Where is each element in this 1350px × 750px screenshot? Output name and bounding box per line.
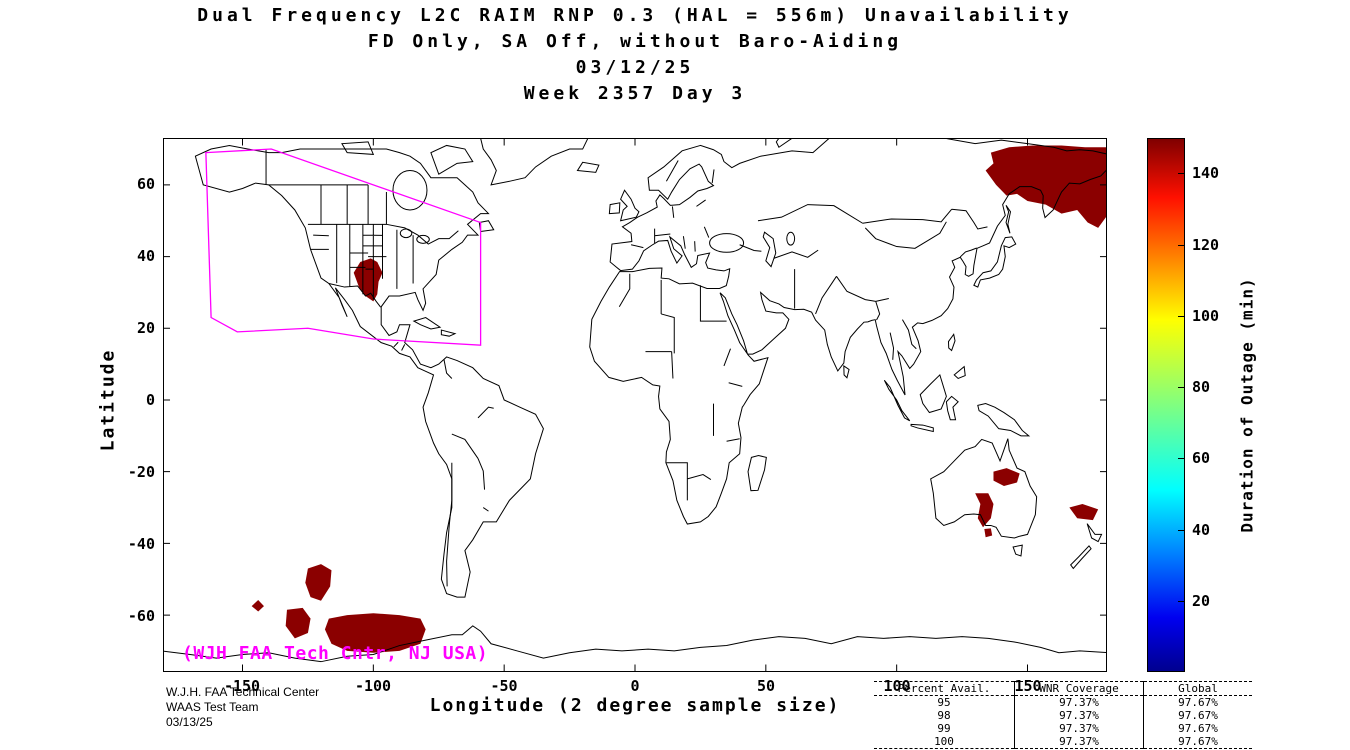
stats-cell: 97.67% — [1143, 709, 1252, 722]
title-line-1: Dual Frequency L2C RAIM RNP 0.3 (HAL = 5… — [197, 5, 1073, 26]
ytick-label-0: 60 — [136, 175, 155, 193]
colorbar-tickmark-120 — [1178, 245, 1184, 246]
asia-borders — [740, 205, 988, 360]
outage-region-south-pacific-c — [324, 613, 426, 653]
stats-cell: 97.67% — [1143, 695, 1252, 709]
xtick-label-4: 50 — [756, 677, 776, 695]
stats-header-wnr-coverage: WNR Coverage — [1014, 681, 1144, 696]
ytick-label-4: -20 — [127, 463, 155, 481]
north-america-borders — [266, 150, 458, 351]
colorbar — [1147, 138, 1185, 672]
colorbar-tickmark-80 — [1178, 387, 1184, 388]
xtick-label-3: 0 — [630, 677, 640, 695]
ytick-label-2: 20 — [136, 319, 155, 337]
colorbar-label: Duration of Outage (min) — [1237, 277, 1257, 533]
figure-title: Dual Frequency L2C RAIM RNP 0.3 (HAL = 5… — [40, 3, 1230, 107]
outage-region-us-southern-plains — [353, 258, 383, 302]
colorbar-tick-label-5: 40 — [1192, 521, 1211, 539]
outage-region-south-pacific-a — [305, 564, 332, 601]
stats-cell: 97.37% — [1014, 735, 1144, 749]
outage-regions-layer — [251, 145, 1106, 653]
stats-cell: 97.67% — [1143, 735, 1252, 749]
map-watermark: (WJH FAA Tech Cntr, NJ USA) — [182, 643, 489, 664]
stats-cell: 99 — [937, 722, 951, 735]
stats-header-global: Global — [1143, 681, 1252, 696]
stats-cell: 100 — [934, 735, 954, 748]
ytick-label-6: -60 — [127, 607, 155, 625]
colorbar-tick-label-3: 80 — [1192, 378, 1211, 396]
colorbar-tickmark-140 — [1178, 173, 1184, 174]
stats-cell: 98 — [937, 709, 951, 722]
footer-line-3: 03/13/25 — [166, 715, 213, 729]
outage-region-australia-south-small — [984, 528, 993, 538]
xtick-label-1: -100 — [354, 677, 392, 695]
stats-cell: 97.37% — [1014, 695, 1144, 709]
table-row: 95 97.37% 97.67% — [874, 695, 1252, 709]
xtick-label-2: -50 — [490, 677, 518, 695]
table-row: 100 97.37% 97.67% — [874, 735, 1252, 749]
title-line-2: FD Only, SA Off, without Baro-Aiding — [367, 31, 903, 52]
stats-cell: 97.37% — [1014, 709, 1144, 722]
stats-cell: 97.37% — [1014, 722, 1144, 735]
world-map-svg — [164, 139, 1106, 671]
table-row: 99 97.37% 97.67% — [874, 722, 1252, 735]
colorbar-tick-label-6: 20 — [1192, 592, 1211, 610]
xtick-label-0: -150 — [223, 677, 261, 695]
country-borders — [266, 150, 987, 587]
outage-region-north-of-new-zealand — [1069, 503, 1099, 521]
footer-credits: W.J.H. FAA Technical Center WAAS Test Te… — [166, 685, 319, 730]
footer-line-2: WAAS Test Team — [166, 700, 259, 714]
outage-region-australia-queensland — [993, 468, 1020, 487]
colorbar-tick-label-1: 120 — [1192, 236, 1220, 254]
stats-cell: 97.67% — [1143, 722, 1252, 735]
waas-coverage-boundary — [206, 149, 481, 345]
colorbar-tickmark-60 — [1178, 458, 1184, 459]
colorbar-tickmark-20 — [1178, 601, 1184, 602]
outage-region-south-pacific-b — [285, 607, 311, 639]
x-axis-label: Longitude (2 degree sample size) — [429, 695, 841, 716]
outage-region-south-pacific-d — [251, 600, 264, 612]
stats-header-percent-avail: Percent Avail. — [874, 681, 1015, 696]
title-line-3: 03/12/25 — [575, 57, 695, 78]
table-row: 98 97.37% 97.67% — [874, 709, 1252, 722]
ytick-label-1: 40 — [136, 247, 155, 265]
colorbar-tick-label-2: 100 — [1192, 307, 1220, 325]
colorbar-tick-label-4: 60 — [1192, 449, 1211, 467]
axis-ticks — [164, 139, 1106, 671]
outage-region-australia-south — [975, 493, 994, 528]
coverage-stats-table: Percent Avail. WNR Coverage Global 95 97… — [874, 681, 1252, 749]
africa-borders — [619, 274, 742, 501]
colorbar-tick-label-0: 140 — [1192, 164, 1220, 182]
map-plot: (WJH FAA Tech Cntr, NJ USA) — [163, 138, 1107, 672]
title-line-4: Week 2357 Day 3 — [523, 83, 747, 104]
footer-line-1: W.J.H. FAA Technical Center — [166, 685, 320, 699]
europe-borders — [631, 161, 714, 252]
south-america-borders — [444, 359, 494, 586]
ytick-label-3: 0 — [145, 391, 155, 409]
stats-header-row: Percent Avail. WNR Coverage Global — [874, 681, 1252, 696]
ytick-label-5: -40 — [127, 535, 155, 553]
outage-region-northeast-siberia — [985, 145, 1106, 228]
colorbar-tickmark-100 — [1178, 316, 1184, 317]
colorbar-tickmark-40 — [1178, 530, 1184, 531]
stats-cell: 95 — [937, 696, 951, 709]
